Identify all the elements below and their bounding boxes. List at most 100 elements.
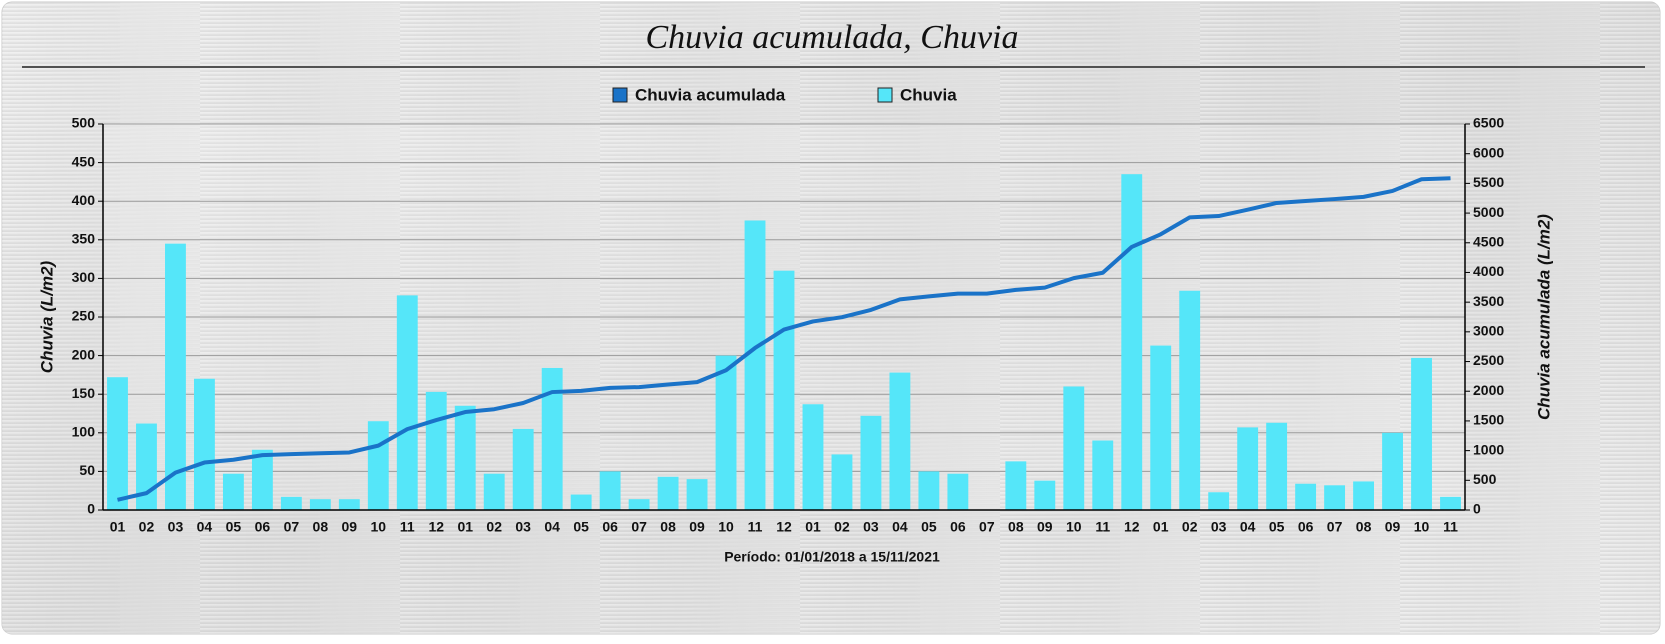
x-tick-label: 06: [1298, 519, 1314, 535]
x-tick-label: 02: [486, 519, 502, 535]
x-tick-label: 08: [313, 519, 329, 535]
legend-swatch: [612, 87, 628, 103]
bar: [599, 471, 621, 510]
bar: [1295, 483, 1317, 510]
bar: [367, 421, 389, 510]
x-tick-label: 10: [1414, 519, 1430, 535]
bar: [425, 391, 447, 510]
x-tick-label: 06: [950, 519, 966, 535]
bar: [165, 243, 186, 510]
x-tick-label: 08: [660, 519, 676, 535]
y-tick-label: 300: [72, 269, 96, 285]
bar: [512, 428, 534, 510]
y-tick-label: 350: [72, 231, 96, 247]
bar: [686, 479, 708, 510]
x-tick-label: 07: [1327, 519, 1343, 535]
bar: [251, 449, 273, 510]
x-tick-label: 01: [457, 519, 473, 535]
bar: [309, 499, 331, 510]
x-tick-label: 03: [515, 519, 531, 535]
x-tick-label: 05: [1269, 519, 1285, 535]
bar: [1208, 492, 1230, 510]
bar: [947, 473, 969, 510]
x-tick-label: 02: [834, 519, 850, 535]
bar: [1353, 481, 1375, 510]
y-tick-label: 500: [72, 115, 96, 131]
y-tick-label: 150: [72, 385, 96, 401]
x-tick-label: 06: [602, 519, 618, 535]
y-tick-label: 450: [72, 153, 96, 169]
bar: [860, 415, 882, 510]
x-tick-label: 04: [1240, 519, 1256, 535]
bar: [136, 423, 157, 510]
x-tick-label: 06: [255, 519, 271, 535]
bar: [396, 295, 418, 510]
x-tick-label: 01: [110, 519, 126, 535]
x-tick-label: 01: [1153, 519, 1169, 535]
x-tick-label: 09: [1037, 519, 1053, 535]
chart-title: Chuvia acumulada, Chuvia: [645, 19, 1018, 56]
y2-tick-label: 5500: [1473, 174, 1504, 190]
y2-tick-label: 0: [1473, 501, 1481, 517]
bar: [1092, 440, 1114, 510]
y2-tick-label: 500: [1473, 471, 1497, 487]
x-tick-label: 02: [1182, 519, 1198, 535]
bar: [657, 476, 679, 510]
x-tick-label: 12: [1124, 519, 1140, 535]
y2-tick-label: 1000: [1473, 441, 1504, 457]
x-tick-label: 09: [1385, 519, 1401, 535]
y2-tick-label: 3500: [1473, 293, 1504, 309]
y2-tick-label: 1500: [1473, 412, 1504, 428]
bar: [1121, 174, 1143, 510]
bar: [1411, 357, 1432, 510]
x-tick-label: 07: [979, 519, 995, 535]
y2-tick-label: 4000: [1473, 263, 1504, 279]
x-tick-label: 03: [1211, 519, 1227, 535]
line: [117, 176, 1451, 502]
bar: [222, 473, 244, 510]
y-tick-label: 400: [72, 192, 96, 208]
bar: [570, 494, 592, 510]
y2-tick-label: 5000: [1473, 204, 1504, 220]
x-tick-label: 12: [428, 519, 444, 535]
x-axis-title: Período: 01/01/2018 a 15/11/2021: [724, 549, 940, 565]
bar: [1237, 427, 1259, 510]
bar: [541, 367, 563, 510]
x-tick-label: 11: [400, 519, 415, 535]
y2-tick-label: 4500: [1473, 233, 1504, 249]
bar: [483, 473, 505, 510]
bar: [1440, 496, 1461, 510]
y-tick-label: 200: [72, 346, 96, 362]
bar: [1324, 485, 1346, 510]
y2-tick-label: 3000: [1473, 323, 1504, 339]
y2-tick-label: 2000: [1473, 382, 1504, 398]
y-tick-label: 250: [72, 308, 96, 324]
x-tick-label: 01: [805, 519, 821, 535]
bar: [918, 471, 940, 510]
x-tick-label: 05: [573, 519, 589, 535]
bar: [193, 378, 215, 510]
x-tick-label: 04: [892, 519, 908, 535]
x-tick-label: 11: [1443, 519, 1458, 535]
x-tick-label: 02: [139, 519, 155, 535]
y2-tick-label: 6000: [1473, 144, 1504, 160]
legend-label: Chuvia acumulada: [635, 85, 786, 104]
x-tick-label: 11: [1095, 519, 1110, 535]
x-tick-label: 05: [921, 519, 937, 535]
x-tick-label: 09: [342, 519, 358, 535]
x-tick-label: 07: [631, 519, 647, 535]
bar: [889, 372, 911, 510]
bar: [1382, 432, 1403, 510]
bar: [1179, 290, 1201, 510]
x-tick-label: 09: [689, 519, 705, 535]
bar: [107, 377, 128, 510]
x-tick-label: 08: [1356, 519, 1372, 535]
y-tick-label: 100: [72, 424, 96, 440]
x-tick-label: 03: [168, 519, 184, 535]
x-tick-label: 12: [776, 519, 792, 535]
x-tick-label: 07: [284, 519, 300, 535]
bar: [744, 220, 766, 510]
bar: [773, 270, 795, 510]
x-tick-label: 11: [748, 519, 763, 535]
